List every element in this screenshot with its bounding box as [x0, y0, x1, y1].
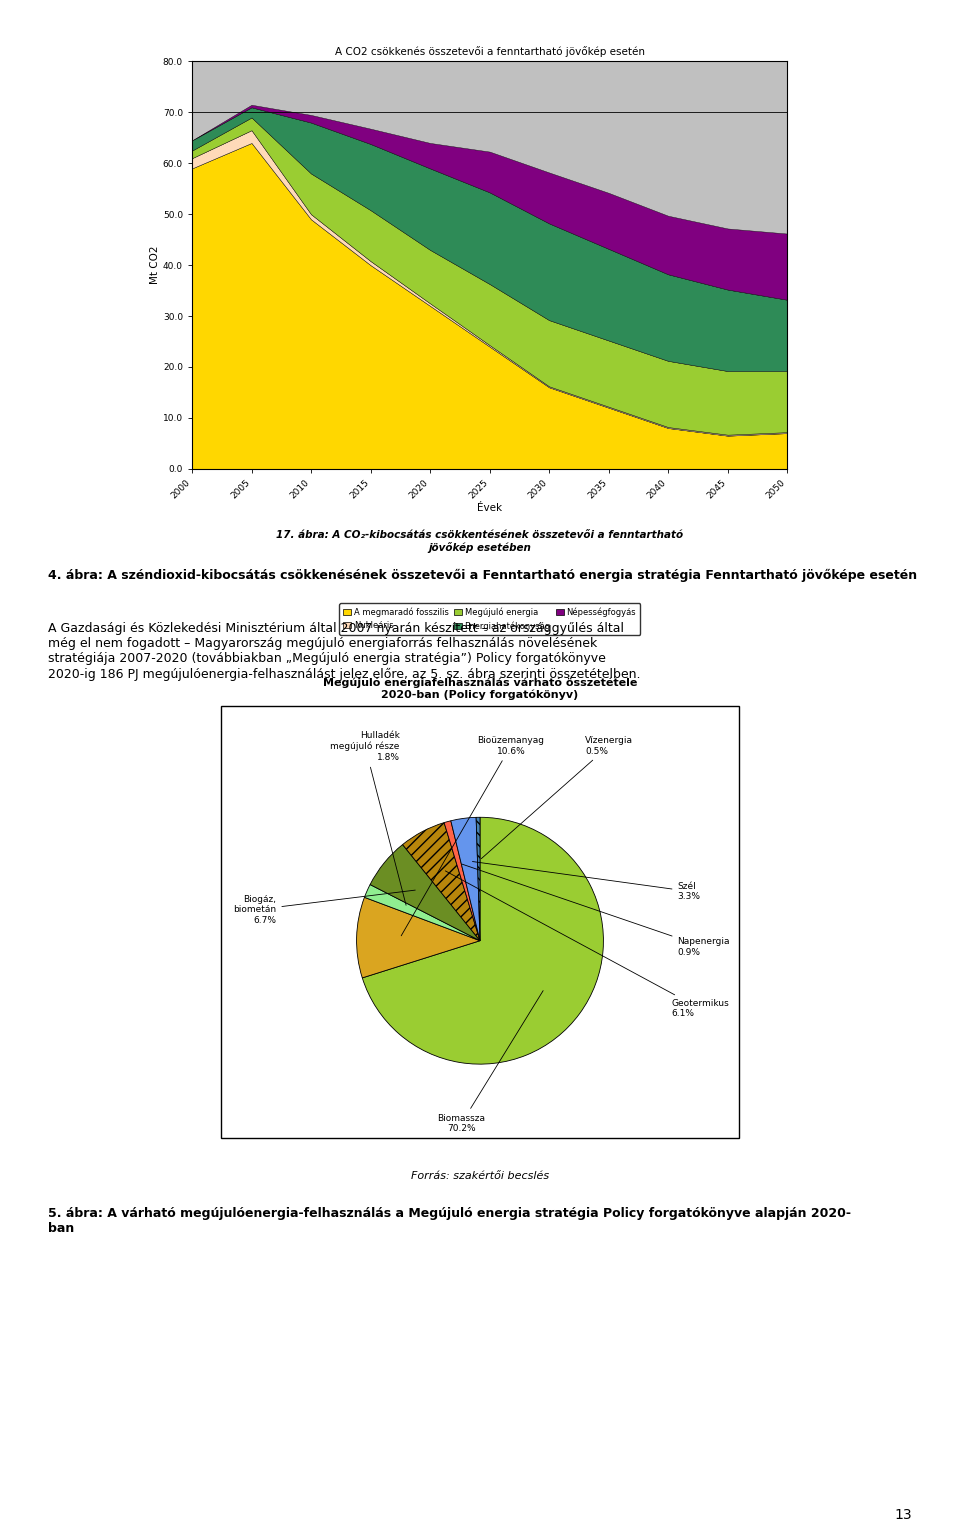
Title: A CO2 csökkenés összetevői a fenntartható jövőkép esetén: A CO2 csökkenés összetevői a fenntarthat… — [335, 46, 644, 57]
Text: Forrás: szakértői becslés: Forrás: szakértői becslés — [411, 1171, 549, 1182]
Wedge shape — [402, 822, 480, 941]
Text: 13: 13 — [895, 1508, 912, 1522]
Wedge shape — [476, 818, 480, 941]
X-axis label: Évek: Évek — [477, 503, 502, 513]
Wedge shape — [444, 821, 480, 941]
Wedge shape — [365, 885, 480, 941]
Wedge shape — [356, 898, 480, 978]
Text: A Gazdasági és Közlekedési Minisztérium által 2007 nyarán készített – az országg: A Gazdasági és Közlekedési Minisztérium … — [48, 622, 640, 681]
Text: 5. ábra: A várható megújulóenergia-felhasználás a Megújuló energia stratégia Pol: 5. ábra: A várható megújulóenergia-felha… — [48, 1207, 851, 1234]
Text: Vízenergia
0.5%: Vízenergia 0.5% — [481, 736, 633, 859]
Text: Szél
3.3%: Szél 3.3% — [472, 862, 701, 901]
Text: Hulladék
megújuló része
1.8%: Hulladék megújuló része 1.8% — [330, 732, 406, 905]
Legend: A megmaradó fosszilis, Nukleáris, Megújuló energia, Energiahatékonyság, Népesség: A megmaradó fosszilis, Nukleáris, Megúju… — [339, 604, 640, 635]
Title: Megújuló energiafelhasználás várható összetétele
2020-ban (Policy forgatókönyv): Megújuló energiafelhasználás várható öss… — [323, 678, 637, 699]
Wedge shape — [362, 818, 604, 1064]
Wedge shape — [371, 844, 480, 941]
Y-axis label: Mt CO2: Mt CO2 — [150, 246, 160, 284]
Text: 17. ábra: A CO₂-kibocsátás csökkentésének összetevői a fenntartható
jövőkép eset: 17. ábra: A CO₂-kibocsátás csökkentéséne… — [276, 530, 684, 553]
Text: Biomassza
70.2%: Biomassza 70.2% — [438, 991, 543, 1133]
Text: Napenergia
0.9%: Napenergia 0.9% — [462, 864, 730, 956]
Text: Geotermikus
6.1%: Geotermikus 6.1% — [445, 871, 729, 1019]
Text: 4. ábra: A széndioxid-kibocsátás csökkenésének összetevői a Fenntartható energia: 4. ábra: A széndioxid-kibocsátás csökken… — [48, 569, 917, 583]
Wedge shape — [451, 818, 480, 941]
Text: Bioüzemanyag
10.6%: Bioüzemanyag 10.6% — [401, 736, 544, 936]
Text: Biogáz,
biometán
6.7%: Biogáz, biometán 6.7% — [233, 890, 416, 925]
